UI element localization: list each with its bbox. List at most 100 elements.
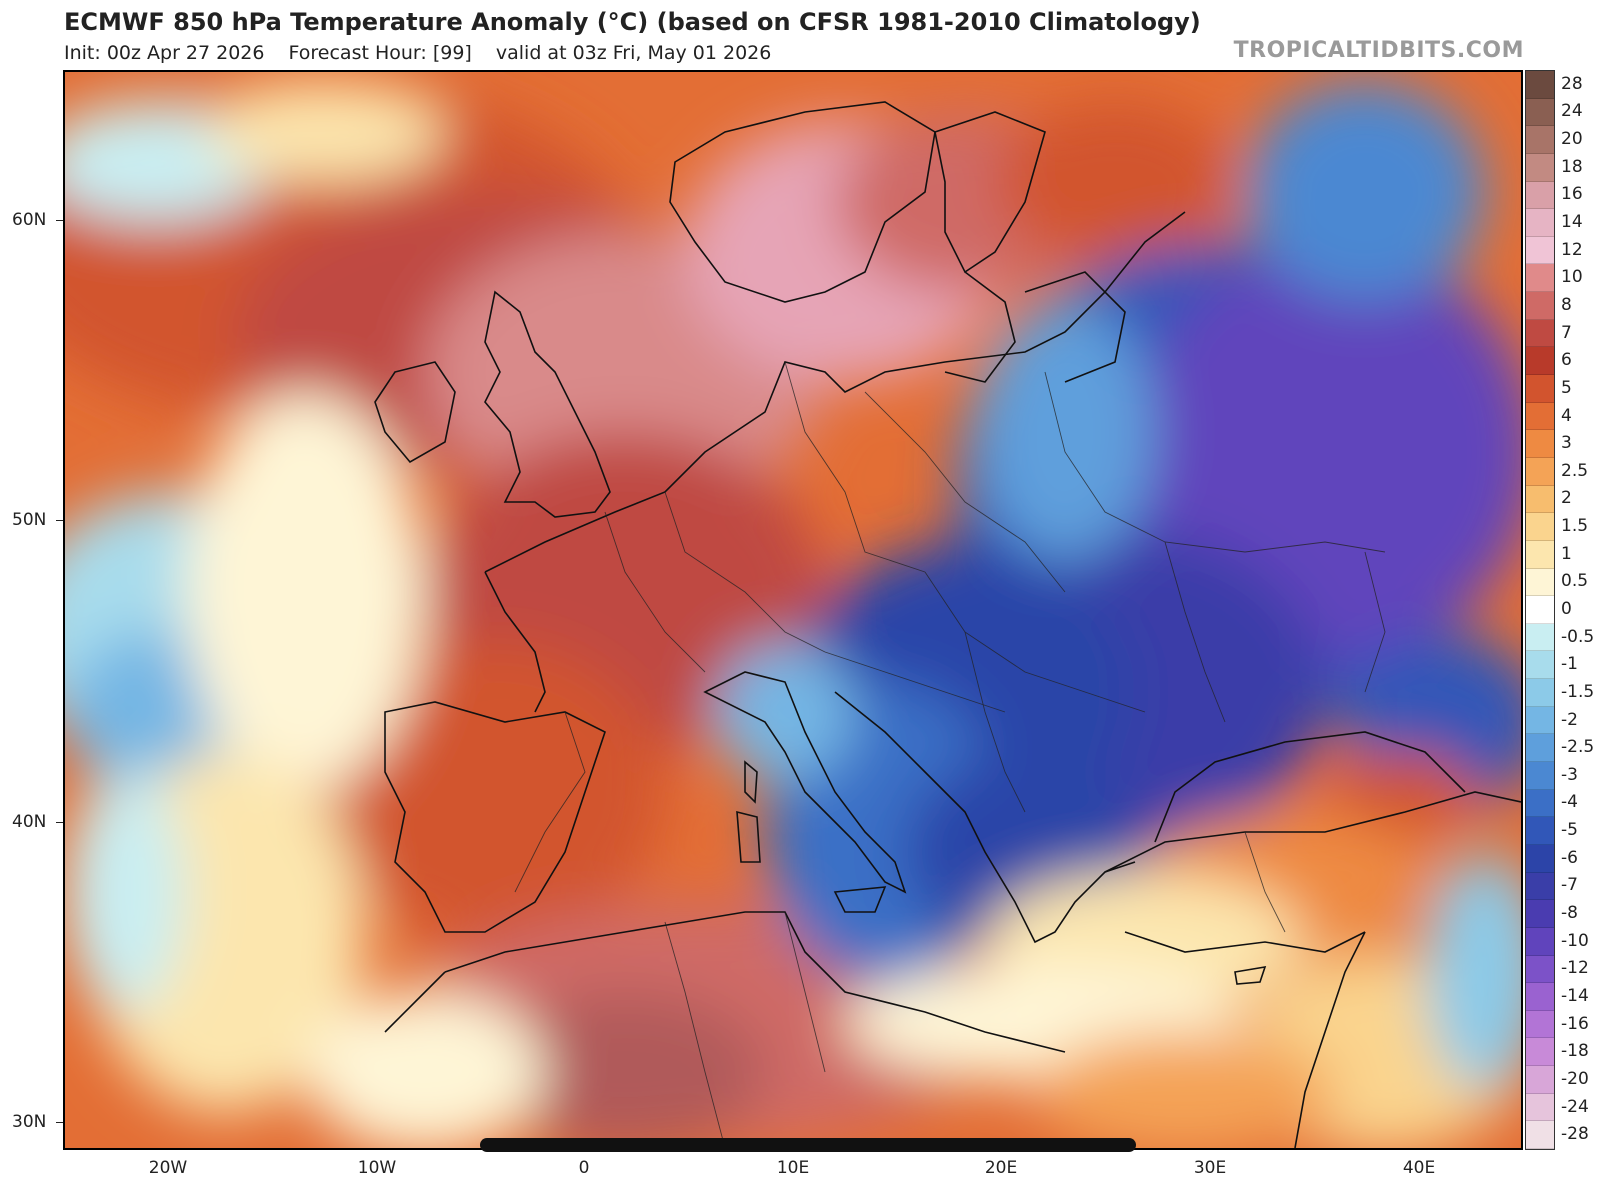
colorbar-label: -14 bbox=[1561, 985, 1589, 1006]
colorbar-swatch bbox=[1526, 98, 1554, 127]
init-time: Init: 00z Apr 27 2026 bbox=[64, 42, 265, 64]
horizontal-scrollbar[interactable] bbox=[480, 1138, 1136, 1152]
brand-watermark: TROPICALTIDBITS.COM bbox=[1233, 38, 1524, 63]
colorbar bbox=[1525, 70, 1555, 1150]
colorbar-label: -1 bbox=[1561, 654, 1578, 675]
colorbar-swatch bbox=[1526, 706, 1554, 735]
colorbar-label: 3 bbox=[1561, 433, 1572, 454]
colorbar-labels: 28 24 20 18 16 14 12 10 8 7 6 5 4 3 2.5 2 1.5 1 0.5 0 -0.5 -1… bbox=[1561, 70, 1608, 1150]
colorbar-swatch bbox=[1526, 789, 1554, 818]
colorbar-swatch bbox=[1526, 651, 1554, 680]
colorbar-swatch bbox=[1526, 430, 1554, 458]
colorbar-label: -8 bbox=[1561, 903, 1578, 924]
colorbar-swatch bbox=[1526, 623, 1554, 652]
colorbar-swatch bbox=[1526, 209, 1554, 237]
colorbar-label: 1.5 bbox=[1561, 516, 1589, 537]
colorbar-swatch bbox=[1526, 1093, 1554, 1122]
colorbar-label: -18 bbox=[1561, 1041, 1589, 1062]
colorbar-label: 7 bbox=[1561, 322, 1572, 343]
lat-label-60n: 60N bbox=[12, 210, 47, 230]
colorbar-swatch bbox=[1526, 872, 1554, 901]
colorbar-swatch bbox=[1526, 264, 1554, 293]
colorbar-swatch bbox=[1526, 734, 1554, 763]
lon-label-40e: 40E bbox=[1402, 1158, 1436, 1178]
lon-label-20e: 20E bbox=[984, 1158, 1018, 1178]
colorbar-swatch bbox=[1526, 568, 1554, 597]
colorbar-label: -2.5 bbox=[1561, 737, 1595, 758]
colorbar-swatch bbox=[1526, 485, 1554, 514]
colorbar-swatch bbox=[1526, 126, 1554, 154]
colorbar-label: -16 bbox=[1561, 1013, 1589, 1034]
anomaly-map bbox=[63, 70, 1523, 1150]
lat-label-40n: 40N bbox=[12, 812, 47, 832]
lon-label-20w: 20W bbox=[148, 1158, 188, 1178]
colorbar-label: 1 bbox=[1561, 543, 1572, 564]
map-subtitle: Init: 00z Apr 27 2026 Forecast Hour: [99… bbox=[64, 42, 789, 64]
colorbar-swatch bbox=[1526, 1038, 1554, 1067]
colorbar-swatch bbox=[1526, 540, 1554, 569]
coastlines bbox=[374, 101, 1521, 1148]
colorbar-label: -7 bbox=[1561, 875, 1578, 896]
borders bbox=[514, 361, 1386, 1148]
colorbar-label: 4 bbox=[1561, 405, 1572, 426]
colorbar-label: 0.5 bbox=[1561, 571, 1589, 592]
colorbar-label: 10 bbox=[1561, 267, 1583, 288]
colorbar-label: 8 bbox=[1561, 294, 1572, 315]
colorbar-label: -6 bbox=[1561, 847, 1578, 868]
colorbar-label: 2 bbox=[1561, 488, 1572, 509]
colorbar-label: 16 bbox=[1561, 184, 1583, 205]
valid-time: valid at 03z Fri, May 01 2026 bbox=[495, 42, 772, 64]
colorbar-label: -1.5 bbox=[1561, 681, 1595, 702]
colorbar-swatch bbox=[1526, 153, 1554, 182]
colorbar-swatch bbox=[1526, 457, 1554, 486]
anomaly-field bbox=[65, 72, 1521, 1148]
colorbar-swatch bbox=[1526, 983, 1554, 1011]
colorbar-swatch bbox=[1526, 1066, 1554, 1094]
colorbar-swatch bbox=[1526, 402, 1554, 431]
colorbar-label: 12 bbox=[1561, 239, 1583, 260]
lat-label-30n: 30N bbox=[12, 1112, 47, 1132]
colorbar-swatch bbox=[1526, 513, 1554, 541]
map-title: ECMWF 850 hPa Temperature Anomaly (°C) (… bbox=[64, 8, 1201, 36]
colorbar-swatch bbox=[1526, 844, 1554, 873]
lon-label-10w: 10W bbox=[357, 1158, 397, 1178]
colorbar-label: 18 bbox=[1561, 156, 1583, 177]
colorbar-swatch bbox=[1526, 347, 1554, 376]
colorbar-swatch bbox=[1526, 1010, 1554, 1039]
colorbar-label: 6 bbox=[1561, 350, 1572, 371]
colorbar-label: 14 bbox=[1561, 212, 1583, 233]
colorbar-label: -2 bbox=[1561, 709, 1578, 730]
colorbar-label: 24 bbox=[1561, 101, 1583, 122]
colorbar-swatch bbox=[1526, 955, 1554, 984]
lon-label-10e: 10E bbox=[776, 1158, 810, 1178]
colorbar-swatch bbox=[1526, 292, 1554, 320]
colorbar-swatch bbox=[1526, 817, 1554, 845]
colorbar-label: -12 bbox=[1561, 958, 1589, 979]
colorbar-swatch bbox=[1526, 375, 1554, 403]
colorbar-label: -4 bbox=[1561, 792, 1578, 813]
colorbar-swatch bbox=[1526, 236, 1554, 265]
colorbar-swatch bbox=[1526, 319, 1554, 348]
colorbar-swatch bbox=[1526, 900, 1554, 928]
colorbar-swatch bbox=[1526, 762, 1554, 790]
colorbar-swatch bbox=[1526, 181, 1554, 210]
colorbar-label: -28 bbox=[1561, 1124, 1589, 1145]
colorbar-label: 0 bbox=[1561, 599, 1572, 619]
colorbar-swatch bbox=[1526, 1121, 1554, 1149]
colorbar-label: -5 bbox=[1561, 820, 1578, 841]
colorbar-label: 5 bbox=[1561, 377, 1572, 398]
colorbar-label: -3 bbox=[1561, 764, 1578, 785]
colorbar-label: 2.5 bbox=[1561, 460, 1589, 481]
colorbar-label: -24 bbox=[1561, 1096, 1589, 1117]
colorbar-label: -0.5 bbox=[1561, 626, 1595, 647]
colorbar-label: -10 bbox=[1561, 930, 1589, 951]
anomaly-shading bbox=[65, 82, 1521, 1148]
lon-label-0: 0 bbox=[578, 1158, 590, 1178]
colorbar-swatch bbox=[1526, 596, 1554, 624]
colorbar-label: -20 bbox=[1561, 1068, 1589, 1089]
colorbar-label: 20 bbox=[1561, 129, 1583, 150]
forecast-hour: Forecast Hour: [99] bbox=[288, 42, 472, 64]
lon-label-30e: 30E bbox=[1193, 1158, 1227, 1178]
colorbar-label: 28 bbox=[1561, 73, 1583, 94]
colorbar-swatch bbox=[1526, 927, 1554, 956]
